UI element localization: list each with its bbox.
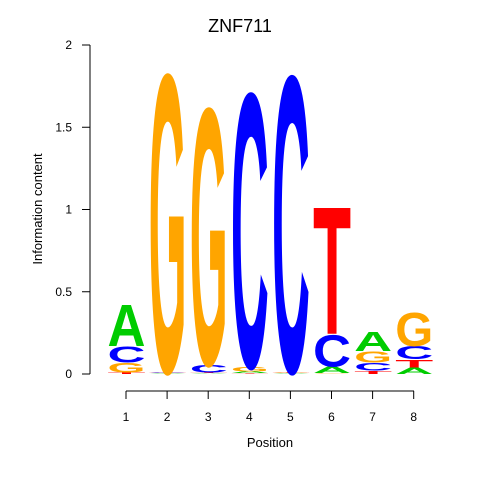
logo-letter-t: T [354,370,392,375]
y-tick-label: 0.5 [55,285,72,299]
chart-title: ZNF711 [208,16,272,36]
logo-letter-g: G [354,348,392,366]
logo-letter-a: A [190,373,228,374]
logo-letter-g: G [231,365,269,373]
logo-letter-g: G [149,0,187,463]
x-axis: 1 2 3 4 5 6 7 8 [123,390,417,424]
x-tick-label: 4 [246,410,253,424]
x-tick-label: 8 [410,410,417,424]
logo-letter-a: A [108,292,146,359]
y-axis-label: Information content [30,153,45,265]
y-tick-label: 1.5 [55,120,72,134]
x-tick-label: 5 [287,410,294,424]
x-tick-label: 2 [164,410,171,424]
x-axis-label: Position [247,435,293,450]
logo-letter-t: T [231,373,269,374]
logo-letter-t: T [108,372,146,375]
y-tick-label: 0 [65,367,72,381]
logo-letter-g: G [313,373,351,374]
logo-letter-c: C [395,343,433,363]
logo-letter-t: T [272,372,310,373]
logo-letter-t: T [190,372,228,373]
y-tick-label: 2 [65,38,72,52]
logo-letter-a: A [313,365,351,375]
logo-letter-a: A [354,326,392,357]
logo-letter-t: T [149,371,187,372]
logo-letter-c: C [272,0,310,463]
logo-letter-g: G [272,371,310,372]
logo-letter-a: A [395,366,433,376]
logo-letter-g: G [108,360,146,375]
y-tick-label: 1 [65,203,72,217]
logo-letter-a: A [149,373,187,374]
logo-letter-t: T [313,168,351,373]
x-tick-label: 7 [369,410,376,424]
logo-letter-t: T [395,357,433,370]
y-axis: 0 0.5 1 1.5 2 [55,38,91,381]
logo-letter-c: C [313,326,351,377]
logo-letter-c: C [231,12,269,451]
x-tick-label: 3 [205,410,212,424]
logo-letter-a: A [231,371,269,374]
logo-letter-c: C [354,361,392,374]
x-tick-label: 1 [123,410,130,424]
logo-letter-c: C [190,362,228,375]
logo-letter-g: G [395,303,433,357]
x-tick-label: 6 [328,410,335,424]
logo-letter-c: C [149,372,187,373]
logo-letter-c: C [108,342,146,368]
logo-letter-g: G [190,30,228,442]
logo-letter-a: A [272,373,310,374]
